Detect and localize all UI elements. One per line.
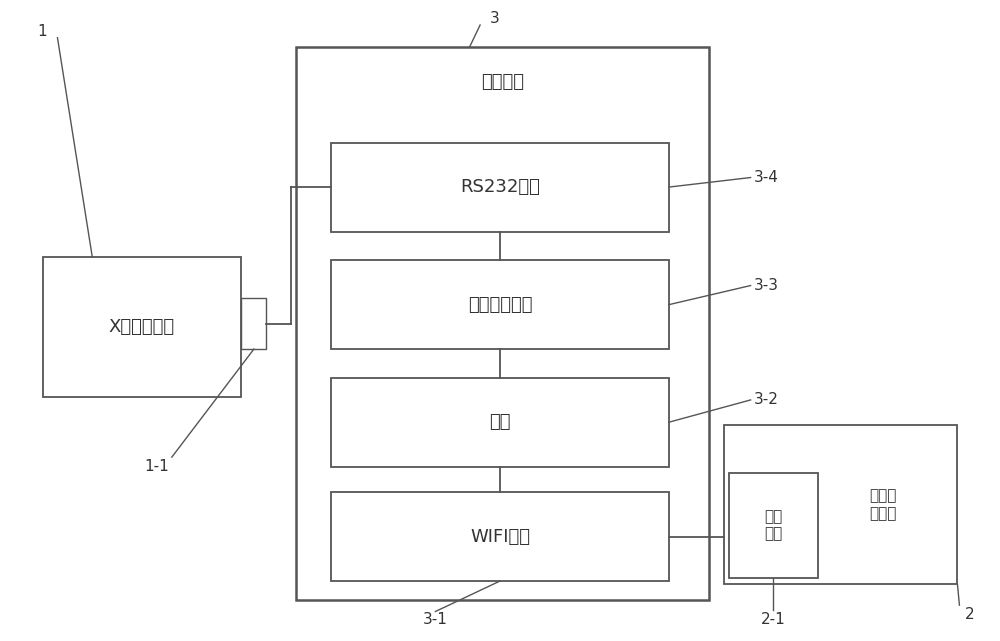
Text: 3-3: 3-3 — [754, 278, 779, 293]
Text: 2-1: 2-1 — [761, 612, 786, 627]
FancyBboxPatch shape — [331, 260, 669, 349]
FancyBboxPatch shape — [331, 378, 669, 467]
FancyBboxPatch shape — [43, 257, 241, 397]
Text: 3: 3 — [490, 11, 500, 26]
Text: X射线衍射仪: X射线衍射仪 — [109, 318, 175, 336]
FancyBboxPatch shape — [331, 492, 669, 581]
Text: WIFI模块: WIFI模块 — [470, 528, 530, 545]
Text: 3-2: 3-2 — [754, 392, 778, 408]
FancyBboxPatch shape — [296, 47, 709, 600]
Text: 3-1: 3-1 — [423, 612, 448, 627]
Text: 无线
网卡: 无线 网卡 — [764, 509, 783, 542]
Text: 1-1: 1-1 — [145, 459, 169, 474]
FancyBboxPatch shape — [729, 473, 818, 578]
Text: 无线智
能终端: 无线智 能终端 — [869, 488, 897, 521]
Text: 主控: 主控 — [489, 413, 511, 431]
FancyBboxPatch shape — [241, 298, 266, 349]
FancyBboxPatch shape — [724, 426, 957, 584]
Text: 3-4: 3-4 — [754, 170, 778, 185]
Text: 电平转换模块: 电平转换模块 — [468, 296, 532, 313]
Text: 1: 1 — [38, 24, 47, 39]
FancyBboxPatch shape — [331, 142, 669, 231]
Text: RS232模块: RS232模块 — [460, 178, 540, 196]
Text: 2: 2 — [965, 606, 974, 622]
Text: 转换装置: 转换装置 — [481, 73, 524, 91]
